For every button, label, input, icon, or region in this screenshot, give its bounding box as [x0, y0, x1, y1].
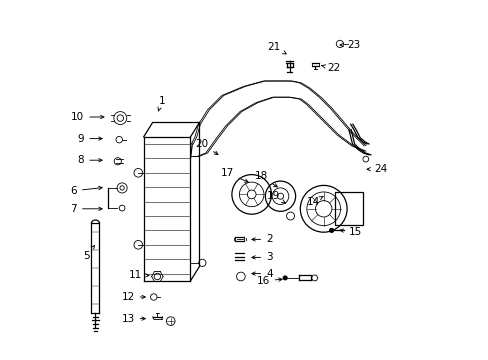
Text: 14: 14 [306, 197, 323, 207]
Text: 12: 12 [121, 292, 145, 302]
Text: 16: 16 [256, 276, 282, 286]
Text: 18: 18 [254, 171, 277, 187]
Text: 6: 6 [70, 186, 102, 196]
Text: 10: 10 [71, 112, 104, 122]
Text: 5: 5 [83, 246, 94, 261]
Circle shape [283, 276, 286, 280]
Text: 7: 7 [70, 204, 102, 214]
Text: 19: 19 [267, 191, 285, 203]
Text: 1: 1 [158, 96, 165, 111]
Text: 9: 9 [78, 134, 102, 144]
Text: 8: 8 [78, 155, 102, 165]
Text: 21: 21 [267, 42, 285, 54]
Text: 11: 11 [128, 270, 149, 280]
Text: 3: 3 [251, 252, 272, 262]
Text: 22: 22 [321, 63, 340, 73]
Text: 15: 15 [339, 227, 362, 237]
Text: 24: 24 [366, 164, 386, 174]
Text: 2: 2 [251, 234, 272, 244]
Text: 23: 23 [339, 40, 360, 50]
Text: 20: 20 [195, 139, 218, 154]
Text: 17: 17 [220, 168, 248, 182]
Text: 4: 4 [251, 269, 272, 279]
Circle shape [329, 228, 333, 233]
Text: 13: 13 [121, 314, 145, 324]
